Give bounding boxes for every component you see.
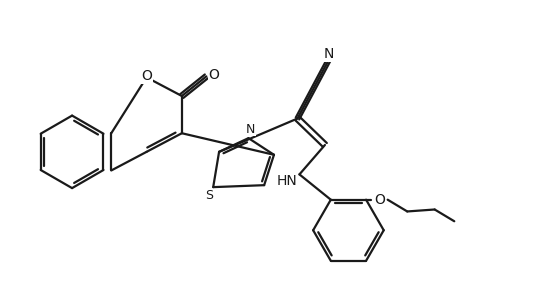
Text: O: O [374, 193, 385, 207]
Text: O: O [209, 68, 220, 82]
Text: N: N [246, 123, 255, 136]
Text: HN: HN [276, 174, 297, 188]
Text: N: N [324, 47, 334, 61]
Text: S: S [205, 190, 213, 203]
Text: O: O [141, 69, 152, 84]
